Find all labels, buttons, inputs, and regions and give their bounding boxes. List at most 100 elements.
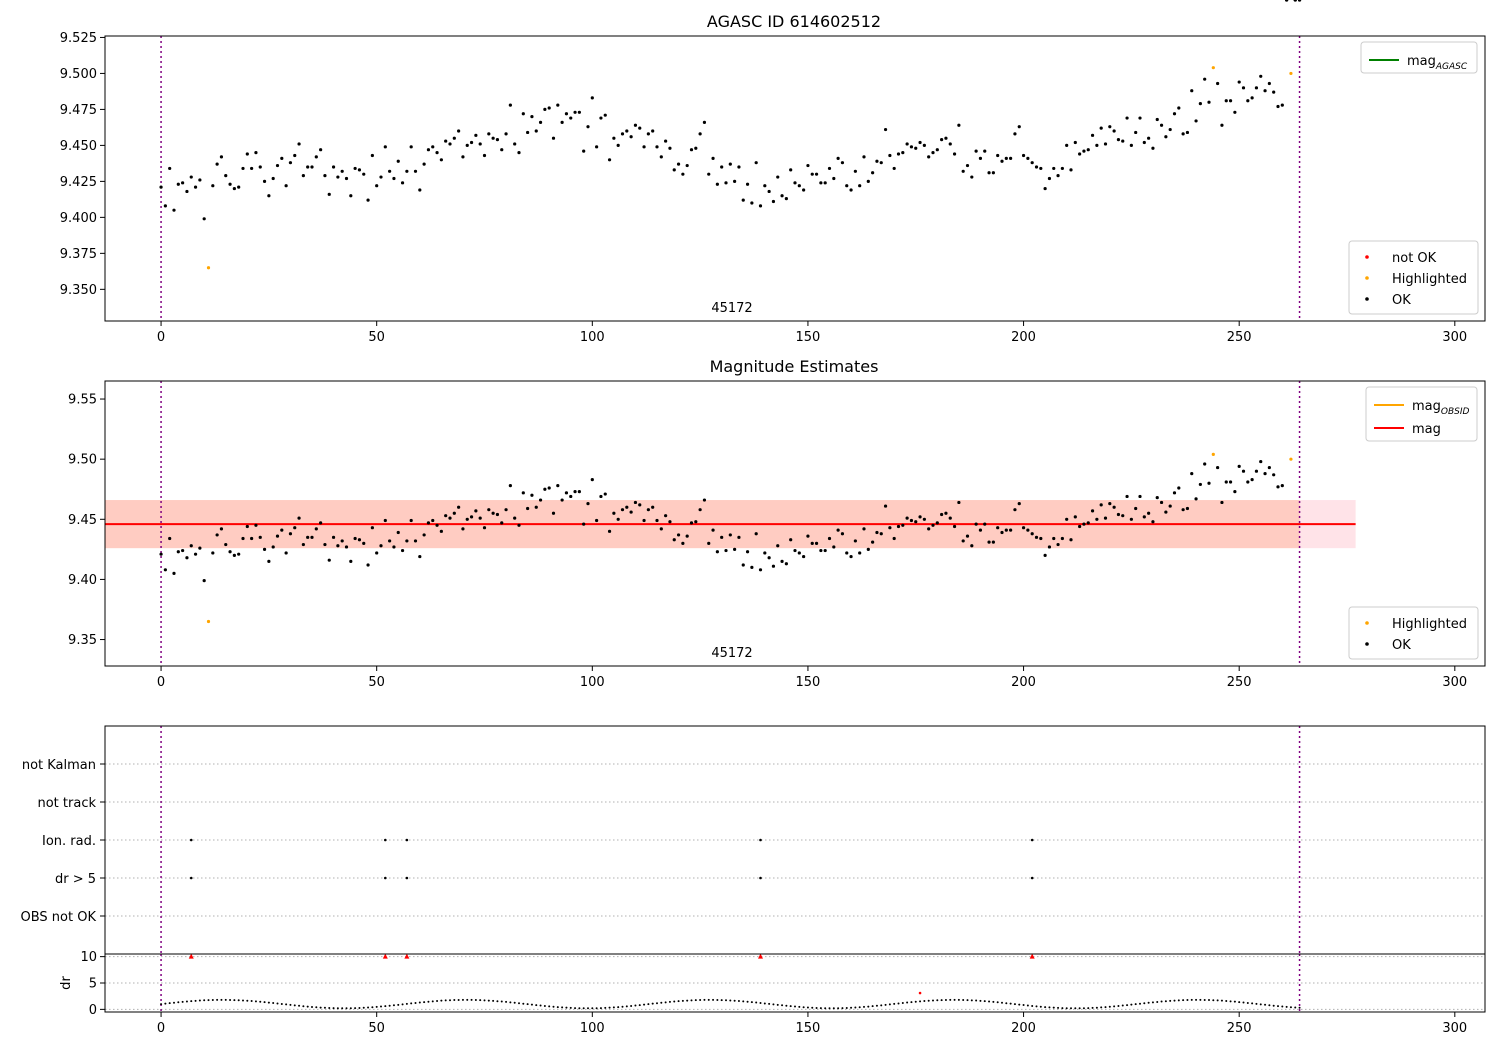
ok-point (720, 165, 724, 169)
ok-point (754, 532, 758, 536)
ok-point (1073, 515, 1077, 519)
flag-point (189, 876, 193, 880)
ok-point (1237, 80, 1241, 84)
ok-point (388, 169, 392, 173)
ok-point (344, 545, 349, 549)
panel-agasc-title: AGASC ID 614602512 (707, 12, 881, 31)
ok-point (625, 129, 629, 133)
ok-point (871, 171, 875, 175)
ok-point (457, 129, 461, 133)
x-tick-label: 100 (580, 330, 605, 345)
dr-point (707, 998, 710, 1001)
dr-point (1052, 1006, 1055, 1009)
ok-point (1177, 486, 1181, 490)
ok-point (323, 542, 327, 547)
ok-point (508, 103, 512, 107)
ok-point (1220, 500, 1224, 505)
dr-point (160, 1003, 163, 1006)
panel-flags: not Kalman not track Ion. rad. dr > 5 OBS no… (21, 726, 1485, 954)
ok-point (422, 533, 426, 537)
dr-point (768, 1002, 771, 1005)
ok-point (275, 163, 280, 168)
ok-point (832, 545, 836, 549)
x-tick-label: 50 (368, 1021, 385, 1036)
ok-point (181, 548, 185, 553)
ok-point (1254, 469, 1259, 473)
dr-point (599, 1007, 602, 1010)
ok-point (603, 113, 607, 117)
ok-point (927, 155, 931, 159)
ok-point (607, 529, 612, 533)
ok-point (327, 558, 331, 562)
ok-point (978, 528, 983, 532)
ok-point (513, 516, 517, 520)
ok-point (168, 536, 172, 541)
ok-point (288, 161, 293, 165)
ok-point (224, 174, 228, 178)
ok-point (254, 523, 258, 527)
dr-point (1091, 1006, 1094, 1009)
dr-point (1061, 1007, 1064, 1010)
dr-point (1229, 1000, 1232, 1003)
ok-point (1272, 473, 1276, 477)
ok-point (327, 192, 331, 196)
dr-point (979, 999, 982, 1002)
ok-point (1285, 0, 1289, 2)
ok-point (582, 522, 586, 526)
ok-point (651, 505, 655, 509)
panel-flags-y-axis: not Kalman not track Ion. rad. dr > 5 OBS no… (21, 758, 105, 925)
ok-point (1095, 517, 1099, 521)
ok-point (1078, 524, 1082, 529)
ok-point (1198, 102, 1202, 106)
y-tick-label: 9.475 (60, 103, 97, 118)
ok-point (1026, 156, 1030, 160)
panel-flags-dr-frame (104, 725, 1486, 1013)
ok-point (845, 551, 849, 555)
dr-point (634, 1004, 637, 1007)
dr-point (983, 1000, 986, 1003)
ok-point (810, 172, 814, 176)
ok-point (620, 508, 625, 512)
ok-point (487, 508, 491, 512)
ok-point (1207, 100, 1211, 104)
legend-marker (1365, 642, 1369, 646)
dr-point (587, 1007, 589, 1010)
ok-point (797, 184, 801, 188)
ok-point (258, 535, 262, 539)
flag-point (405, 876, 409, 880)
ok-point (444, 514, 448, 518)
ok-point (1009, 156, 1013, 160)
panel-agasc-plot-area (159, 0, 1302, 321)
x-tick-label: 150 (796, 330, 821, 345)
ok-point (306, 165, 310, 169)
ok-point (163, 568, 167, 572)
x-tick-label: 150 (796, 675, 821, 690)
ok-point (1116, 138, 1121, 142)
ok-point (668, 520, 672, 524)
dr-point (367, 1006, 370, 1009)
ok-point (784, 562, 788, 566)
ok-point (914, 520, 918, 524)
dr-point (651, 1002, 654, 1005)
ok-point (1198, 482, 1202, 487)
ok-point (858, 184, 862, 188)
dr-point (1078, 1007, 1081, 1010)
ok-point (448, 142, 452, 146)
ok-point (616, 517, 620, 521)
ok-point (952, 152, 957, 156)
dr-point (500, 1000, 503, 1003)
ok-point (974, 522, 978, 526)
ok-point (1259, 74, 1263, 78)
dr-point (220, 998, 223, 1001)
legend-frame (1348, 606, 1479, 660)
dr-point (466, 998, 469, 1001)
ok-point (1060, 166, 1064, 171)
dr-point (1031, 1004, 1034, 1007)
dr-point (405, 1002, 408, 1005)
ok-point (1129, 143, 1133, 147)
ok-point (896, 524, 901, 529)
dr-point (677, 1000, 680, 1003)
legend-label: Highlighted (1392, 272, 1467, 287)
